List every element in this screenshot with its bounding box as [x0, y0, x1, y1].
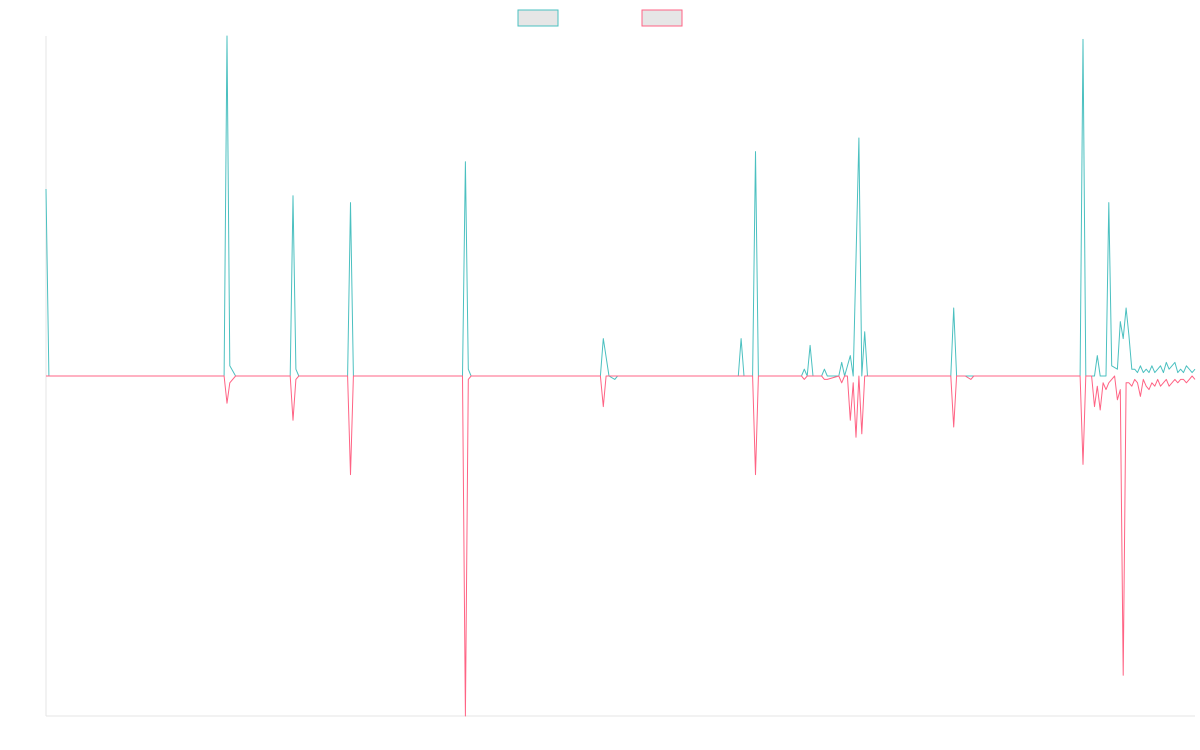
series-line-2 [46, 375, 1196, 717]
series-layer [45, 35, 1196, 717]
series-line-1 [45, 35, 1196, 380]
legend[interactable] [517, 9, 683, 27]
legend-item-2[interactable] [641, 9, 683, 27]
legend-swatch-1[interactable] [517, 9, 559, 27]
legend-item-1[interactable] [517, 9, 559, 27]
legend-swatch-2[interactable] [641, 9, 683, 27]
